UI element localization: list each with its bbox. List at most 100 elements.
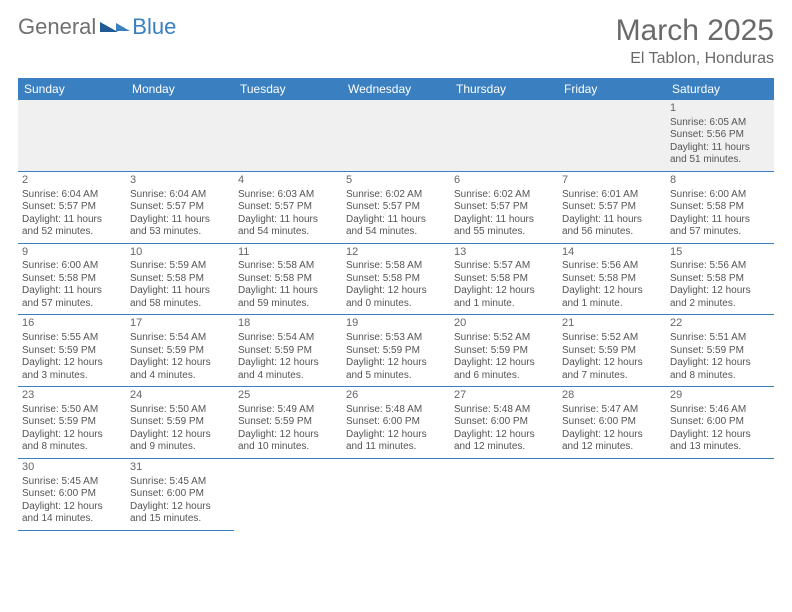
day-number: 11 (238, 246, 338, 260)
daylight-text: Daylight: 11 hours (130, 214, 230, 227)
sunset-text: Sunset: 5:59 PM (670, 345, 770, 358)
sunrise-text: Sunrise: 5:48 AM (454, 404, 554, 417)
daylight-text: and 12 minutes. (454, 441, 554, 454)
calendar-week-row: 16Sunrise: 5:55 AMSunset: 5:59 PMDayligh… (18, 315, 774, 387)
day-number: 29 (670, 389, 770, 403)
sunset-text: Sunset: 5:58 PM (670, 273, 770, 286)
day-number: 28 (562, 389, 662, 403)
sunrise-text: Sunrise: 6:01 AM (562, 189, 662, 202)
daylight-text: and 53 minutes. (130, 226, 230, 239)
calendar-week-row: 1Sunrise: 6:05 AMSunset: 5:56 PMDaylight… (18, 100, 774, 171)
sunset-text: Sunset: 5:58 PM (346, 273, 446, 286)
sunrise-text: Sunrise: 5:45 AM (22, 476, 122, 489)
calendar-day-cell: 5Sunrise: 6:02 AMSunset: 5:57 PMDaylight… (342, 171, 450, 243)
daylight-text: and 55 minutes. (454, 226, 554, 239)
calendar-day-cell: 7Sunrise: 6:01 AMSunset: 5:57 PMDaylight… (558, 171, 666, 243)
sunrise-text: Sunrise: 5:47 AM (562, 404, 662, 417)
daylight-text: and 8 minutes. (670, 370, 770, 383)
day-number: 6 (454, 174, 554, 188)
weekday-header-row: Sunday Monday Tuesday Wednesday Thursday… (18, 78, 774, 100)
calendar-day-cell (342, 100, 450, 171)
calendar-week-row: 9Sunrise: 6:00 AMSunset: 5:58 PMDaylight… (18, 243, 774, 315)
sunset-text: Sunset: 5:59 PM (130, 416, 230, 429)
daylight-text: Daylight: 12 hours (670, 285, 770, 298)
calendar-day-cell (450, 100, 558, 171)
sunrise-text: Sunrise: 5:50 AM (130, 404, 230, 417)
sunrise-text: Sunrise: 6:04 AM (22, 189, 122, 202)
weekday-header: Tuesday (234, 78, 342, 100)
calendar-day-cell: 30Sunrise: 5:45 AMSunset: 6:00 PMDayligh… (18, 458, 126, 530)
daylight-text: Daylight: 11 hours (346, 214, 446, 227)
daylight-text: and 8 minutes. (22, 441, 122, 454)
brand-part1: General (18, 14, 96, 40)
day-number: 16 (22, 317, 122, 331)
day-number: 8 (670, 174, 770, 188)
sunset-text: Sunset: 5:59 PM (130, 345, 230, 358)
daylight-text: Daylight: 12 hours (346, 429, 446, 442)
weekday-header: Monday (126, 78, 234, 100)
calendar-day-cell: 12Sunrise: 5:58 AMSunset: 5:58 PMDayligh… (342, 243, 450, 315)
sunset-text: Sunset: 6:00 PM (22, 488, 122, 501)
daylight-text: Daylight: 12 hours (22, 429, 122, 442)
sunrise-text: Sunrise: 5:45 AM (130, 476, 230, 489)
day-number: 1 (670, 102, 770, 116)
daylight-text: Daylight: 11 hours (562, 214, 662, 227)
calendar-day-cell: 22Sunrise: 5:51 AMSunset: 5:59 PMDayligh… (666, 315, 774, 387)
daylight-text: Daylight: 12 hours (346, 285, 446, 298)
daylight-text: Daylight: 12 hours (562, 357, 662, 370)
daylight-text: Daylight: 12 hours (670, 429, 770, 442)
calendar-day-cell: 14Sunrise: 5:56 AMSunset: 5:58 PMDayligh… (558, 243, 666, 315)
daylight-text: and 9 minutes. (130, 441, 230, 454)
calendar-day-cell (666, 458, 774, 530)
day-number: 5 (346, 174, 446, 188)
sunset-text: Sunset: 5:59 PM (238, 416, 338, 429)
daylight-text: Daylight: 12 hours (22, 357, 122, 370)
sunset-text: Sunset: 5:58 PM (670, 201, 770, 214)
location-subtitle: El Tablon, Honduras (616, 50, 774, 68)
daylight-text: and 1 minute. (562, 298, 662, 311)
day-number: 23 (22, 389, 122, 403)
calendar-day-cell: 2Sunrise: 6:04 AMSunset: 5:57 PMDaylight… (18, 171, 126, 243)
day-number: 9 (22, 246, 122, 260)
calendar-day-cell: 23Sunrise: 5:50 AMSunset: 5:59 PMDayligh… (18, 387, 126, 459)
calendar-day-cell: 20Sunrise: 5:52 AMSunset: 5:59 PMDayligh… (450, 315, 558, 387)
sunrise-text: Sunrise: 5:50 AM (22, 404, 122, 417)
day-number: 25 (238, 389, 338, 403)
sunset-text: Sunset: 5:59 PM (454, 345, 554, 358)
calendar-day-cell: 8Sunrise: 6:00 AMSunset: 5:58 PMDaylight… (666, 171, 774, 243)
sunset-text: Sunset: 5:59 PM (22, 345, 122, 358)
day-number: 17 (130, 317, 230, 331)
weekday-header: Wednesday (342, 78, 450, 100)
calendar-day-cell: 11Sunrise: 5:58 AMSunset: 5:58 PMDayligh… (234, 243, 342, 315)
calendar-day-cell (126, 100, 234, 171)
calendar-day-cell (558, 458, 666, 530)
daylight-text: Daylight: 12 hours (130, 357, 230, 370)
daylight-text: and 2 minutes. (670, 298, 770, 311)
weekday-header: Thursday (450, 78, 558, 100)
calendar-day-cell: 16Sunrise: 5:55 AMSunset: 5:59 PMDayligh… (18, 315, 126, 387)
daylight-text: Daylight: 11 hours (670, 214, 770, 227)
title-block: March 2025 El Tablon, Honduras (616, 14, 774, 68)
sunset-text: Sunset: 5:59 PM (238, 345, 338, 358)
day-number: 20 (454, 317, 554, 331)
sunset-text: Sunset: 5:56 PM (670, 129, 770, 142)
sunrise-text: Sunrise: 5:54 AM (130, 332, 230, 345)
sunset-text: Sunset: 5:57 PM (22, 201, 122, 214)
calendar-day-cell: 18Sunrise: 5:54 AMSunset: 5:59 PMDayligh… (234, 315, 342, 387)
sunset-text: Sunset: 5:59 PM (562, 345, 662, 358)
sunrise-text: Sunrise: 5:52 AM (454, 332, 554, 345)
sunset-text: Sunset: 5:58 PM (238, 273, 338, 286)
day-number: 15 (670, 246, 770, 260)
day-number: 2 (22, 174, 122, 188)
sunrise-text: Sunrise: 5:56 AM (562, 260, 662, 273)
day-number: 13 (454, 246, 554, 260)
calendar-day-cell: 21Sunrise: 5:52 AMSunset: 5:59 PMDayligh… (558, 315, 666, 387)
sunrise-text: Sunrise: 5:51 AM (670, 332, 770, 345)
daylight-text: Daylight: 12 hours (130, 501, 230, 514)
daylight-text: Daylight: 12 hours (22, 501, 122, 514)
daylight-text: and 10 minutes. (238, 441, 338, 454)
sunrise-text: Sunrise: 5:48 AM (346, 404, 446, 417)
day-number: 7 (562, 174, 662, 188)
month-title: March 2025 (616, 14, 774, 48)
daylight-text: Daylight: 12 hours (346, 357, 446, 370)
